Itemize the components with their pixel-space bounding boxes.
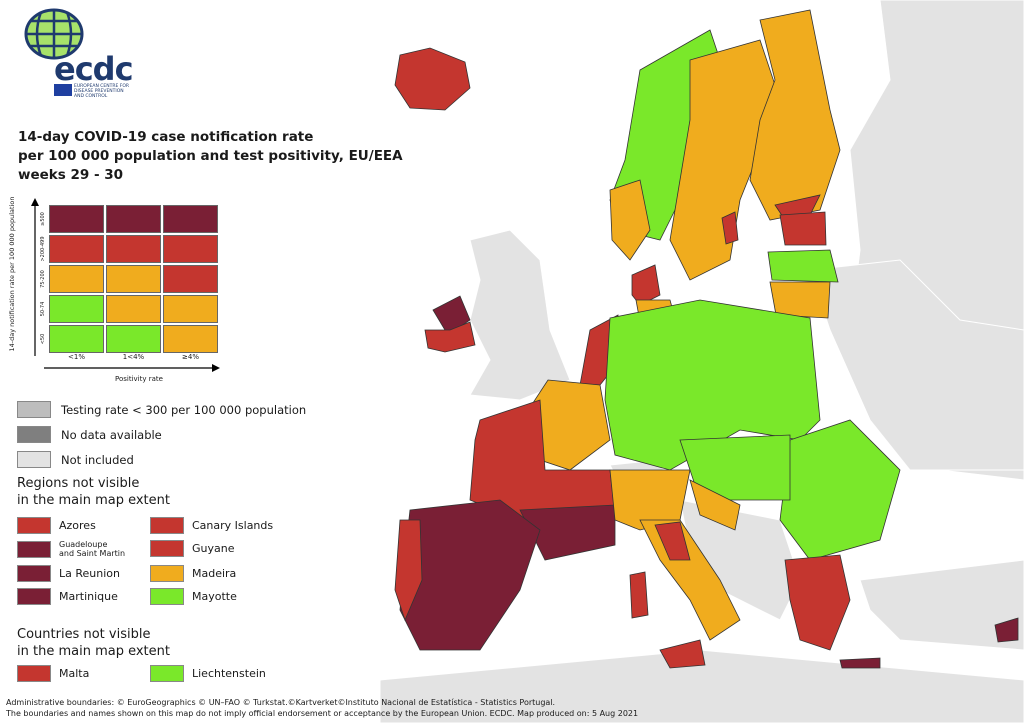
y-axis-arrow-icon: [31, 198, 39, 356]
portugal: [394, 519, 423, 622]
title-line-1: 14-day COVID-19 case notification rate: [18, 129, 314, 145]
col-label: <1%: [68, 353, 85, 361]
y-axis-label: 14-day notification rate per 100 000 pop…: [8, 196, 16, 352]
logo-text: ecdc: [54, 50, 134, 88]
latvia: [767, 249, 839, 283]
region-mayotte: Mayotte: [150, 588, 237, 605]
italy-tuscany: [654, 521, 691, 561]
romania-bulgaria: [779, 419, 901, 561]
denmark: [631, 264, 661, 306]
matrix-cell: [106, 265, 161, 293]
ireland: [424, 321, 476, 353]
eu-flag-icon: [54, 84, 72, 96]
crete: [839, 657, 881, 669]
land-uk: [469, 229, 571, 401]
legend-nodata: No data available: [17, 426, 162, 443]
ireland-north: [432, 295, 471, 336]
swatch: [17, 665, 51, 682]
matrix-cell: [106, 325, 161, 353]
x-axis-label: Positivity rate: [115, 375, 163, 383]
sicily: [659, 639, 706, 669]
row-label: 50-74: [40, 301, 46, 317]
legend-testing: Testing rate < 300 per 100 000 populatio…: [17, 401, 306, 418]
row-label: ≥500: [40, 212, 46, 226]
swatch-nodata: [17, 426, 51, 443]
region-guadeloupe: Guadeloupe and Saint Martin: [17, 540, 125, 558]
logo-subtitle: EUROPEAN CENTRE FOR DISEASE PREVENTION A…: [74, 84, 129, 99]
norway-west: [609, 179, 651, 261]
matrix-cell: [49, 235, 104, 263]
matrix-cell: [49, 325, 104, 353]
matrix-y-axis: 14-day notification rate per 100 000 pop…: [2, 197, 18, 360]
matrix-cell: [49, 295, 104, 323]
estonia: [779, 211, 827, 246]
region-canary: Canary Islands: [150, 517, 273, 534]
country-malta: Malta: [17, 665, 89, 682]
matrix-cell: [163, 325, 218, 353]
iceland: [394, 47, 471, 111]
swatch: [17, 588, 51, 605]
footer-credits: Administrative boundaries: © EuroGeograp…: [6, 698, 639, 718]
land-turkey: [859, 559, 1024, 651]
regions-heading: Regions not visible in the main map exte…: [17, 476, 170, 508]
lithuania: [769, 281, 831, 319]
col-label: ≥4%: [182, 353, 199, 361]
swatch: [17, 565, 51, 582]
matrix-cell: [49, 205, 104, 233]
legend-label: No data available: [61, 427, 162, 442]
x-axis-arrow-icon: [44, 364, 220, 372]
swatch: [150, 517, 184, 534]
region-reunion: La Reunion: [17, 565, 120, 582]
sweden: [669, 39, 781, 281]
swatch-testing: [17, 401, 51, 418]
region-martinique: Martinique: [17, 588, 118, 605]
matrix-cell: [163, 265, 218, 293]
italy: [639, 519, 741, 641]
land-belarus-ukraine: [809, 259, 1024, 471]
country-liechtenstein: Liechtenstein: [150, 665, 266, 682]
row-label: 75-200: [40, 270, 46, 288]
matrix-cell: [106, 295, 161, 323]
legend-label: Not included: [61, 452, 134, 467]
germany-poland-central: [604, 299, 821, 471]
matrix-cell: [49, 265, 104, 293]
swatch: [150, 540, 184, 557]
legend-label: Testing rate < 300 per 100 000 populatio…: [61, 402, 307, 417]
cyprus: [994, 617, 1019, 643]
gotland: [721, 211, 739, 245]
row-label: <50: [40, 333, 46, 345]
matrix-cell: [163, 235, 218, 263]
swatch: [17, 517, 51, 534]
sardinia: [629, 571, 649, 619]
finland: [749, 9, 841, 221]
swatch: [150, 588, 184, 605]
matrix-cell: [163, 205, 218, 233]
greece: [784, 554, 851, 651]
croatia: [689, 479, 741, 531]
region-azores: Azores: [17, 517, 96, 534]
region-madeira: Madeira: [150, 565, 236, 582]
matrix-cell: [106, 205, 161, 233]
legend-notincluded: Not included: [17, 451, 134, 468]
france-south: [519, 504, 616, 561]
title-line-2: per 100 000 population and test positivi…: [18, 148, 403, 164]
row-label: >200-499: [40, 236, 46, 262]
matrix-cell: [163, 295, 218, 323]
swatch: [150, 565, 184, 582]
region-guyane: Guyane: [150, 540, 235, 557]
swatch: [150, 665, 184, 682]
swatch-notincluded: [17, 451, 51, 468]
globe-icon: [24, 8, 84, 60]
swatch: [17, 540, 51, 558]
map-title: 14-day COVID-19 case notification rate p…: [18, 128, 403, 185]
ecdc-logo: ecdc EUROPEAN CENTRE FOR DISEASE PREVENT…: [14, 6, 134, 99]
hungary-slovakia: [679, 434, 791, 501]
title-line-3: weeks 29 - 30: [18, 167, 124, 183]
matrix-cell: [106, 235, 161, 263]
col-label: 1<4%: [122, 353, 145, 361]
countries-heading: Countries not visible in the main map ex…: [17, 627, 170, 659]
